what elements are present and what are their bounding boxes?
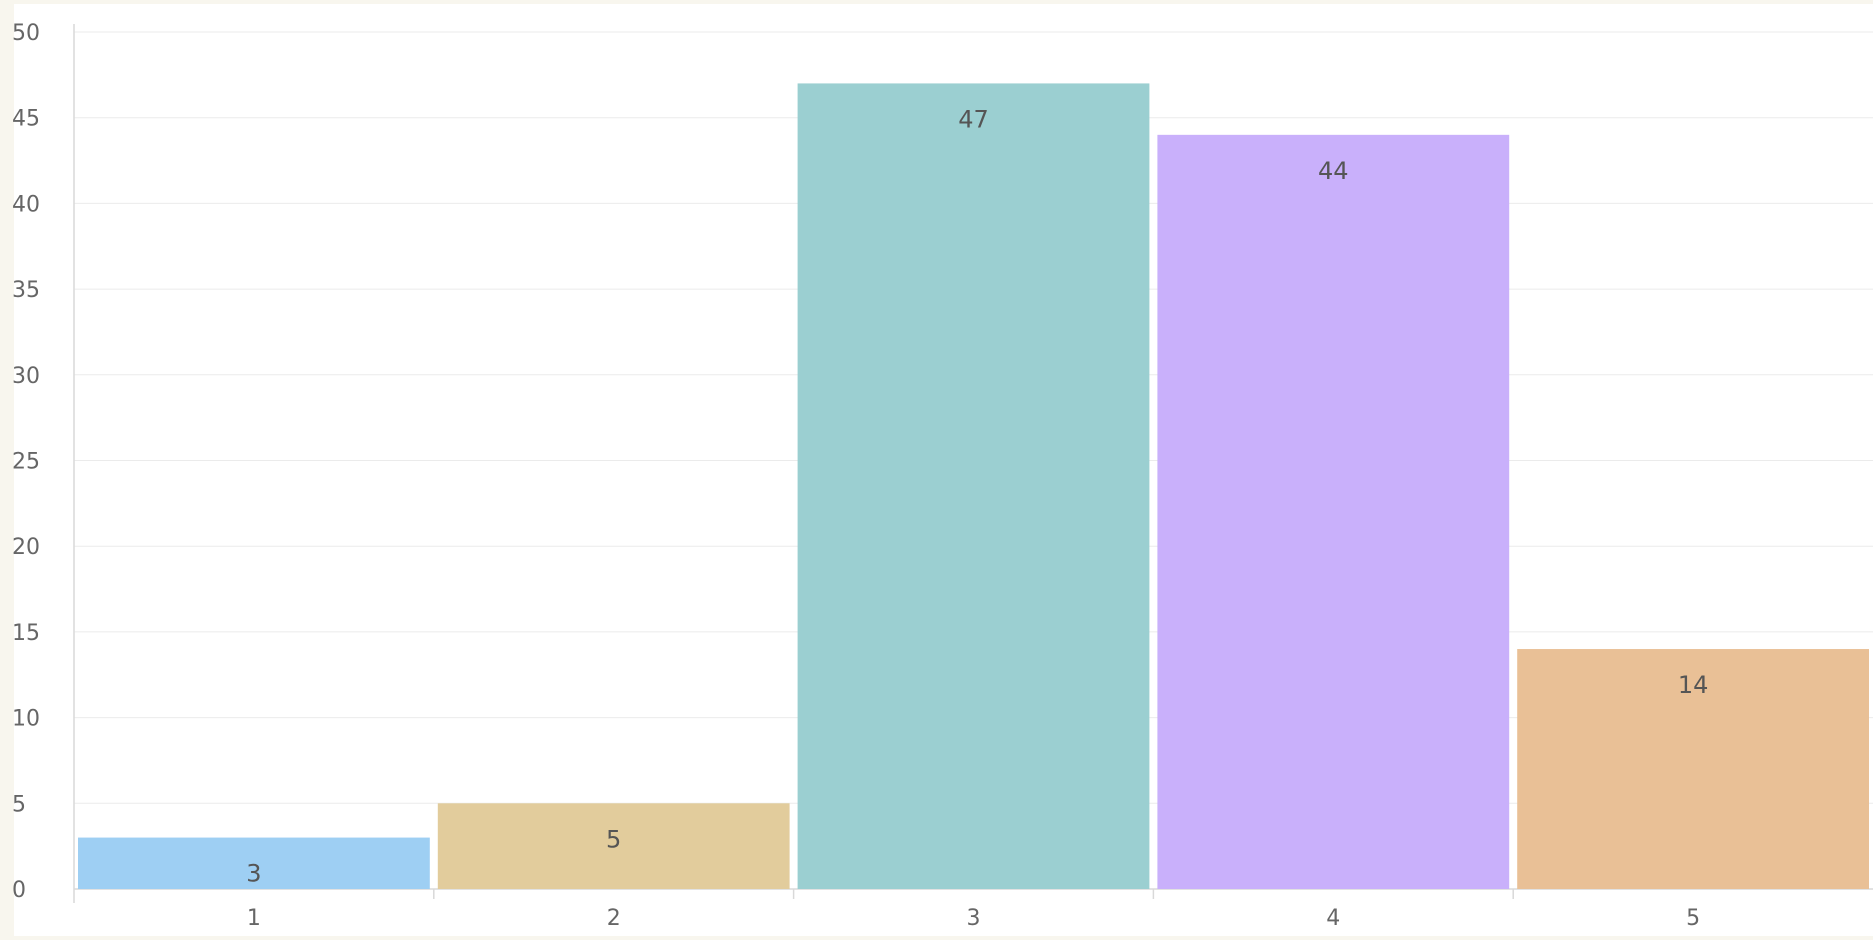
x-axis-ticks: 1 2 3 4 5 (247, 906, 1700, 931)
data-label-1: 3 (246, 860, 261, 888)
y-tick-label: 45 (12, 107, 40, 132)
x-tick-label: 4 (1326, 906, 1340, 931)
bar-4 (1157, 134, 1510, 890)
y-tick-label: 25 (12, 450, 40, 475)
y-axis-ticks: 0 5 10 15 20 25 30 35 40 45 50 (12, 21, 40, 903)
y-tick-label: 50 (12, 21, 40, 46)
bar-1 (78, 837, 430, 889)
y-tick-label: 35 (12, 278, 40, 303)
y-tick-label: 40 (12, 192, 40, 217)
x-tick-label: 1 (247, 906, 261, 931)
data-label-2: 5 (606, 825, 621, 853)
bar-3 (797, 83, 1150, 890)
data-label-5: 14 (1678, 671, 1709, 699)
data-labels: 3 5 47 44 14 (246, 105, 1708, 887)
x-tick-label: 3 (967, 906, 981, 931)
data-label-4: 44 (1318, 157, 1349, 185)
x-tick-label: 5 (1686, 906, 1700, 931)
bar-5 (1517, 649, 1869, 889)
y-tick-label: 20 (12, 535, 40, 560)
y-tick-label: 5 (12, 792, 26, 817)
bar-2 (437, 803, 790, 889)
y-tick-label: 10 (12, 707, 40, 732)
data-label-3: 47 (958, 105, 989, 133)
y-tick-label: 15 (12, 621, 40, 646)
x-tick-label: 2 (607, 906, 621, 931)
y-tick-label: 0 (12, 878, 26, 903)
bars (78, 83, 1869, 890)
y-tick-label: 30 (12, 364, 40, 389)
